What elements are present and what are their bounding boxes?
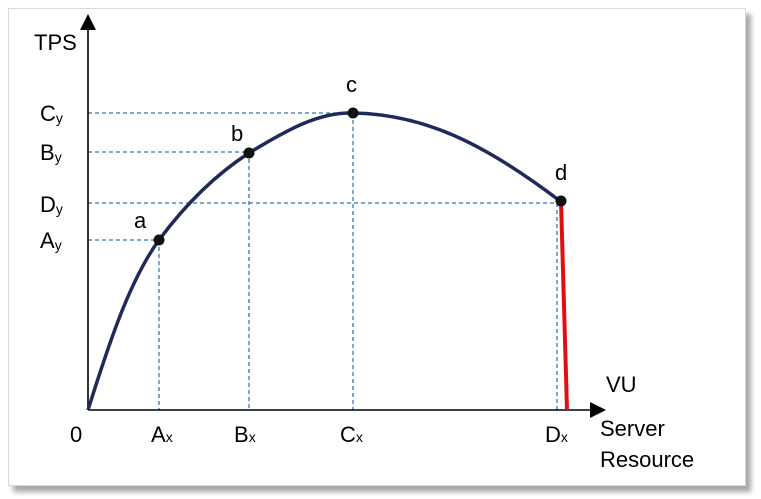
- point-b-label: b: [231, 121, 243, 146]
- y-tick-ay: Ay: [40, 228, 62, 253]
- drop-line: [559, 200, 569, 411]
- point-c: [347, 107, 359, 119]
- point-d: [555, 195, 567, 207]
- x-axis-title-vu: VU: [606, 372, 637, 397]
- x-tick-ax: Ax: [151, 422, 173, 447]
- point-a: [153, 234, 165, 246]
- x-tick-cx: Cx: [340, 422, 363, 447]
- x-axis-title-line2: Resource: [600, 447, 694, 472]
- x-tick-dx: Dx: [545, 422, 568, 447]
- figure-frame: [8, 8, 746, 486]
- y-tick-by: By: [40, 140, 62, 165]
- y-tick-cy: Cy: [40, 101, 63, 126]
- point-a-label: a: [134, 208, 147, 233]
- guide-lines: [88, 112, 560, 410]
- x-tick-bx: Bx: [234, 422, 256, 447]
- point-d-label: d: [555, 160, 567, 185]
- point-c-label: c: [346, 72, 357, 97]
- origin-label: 0: [70, 422, 82, 447]
- x-axis-title-line1: Server: [600, 416, 665, 441]
- point-b: [243, 147, 255, 159]
- y-tick-dy: Dy: [40, 192, 63, 217]
- y-axis-title: TPS: [34, 30, 77, 55]
